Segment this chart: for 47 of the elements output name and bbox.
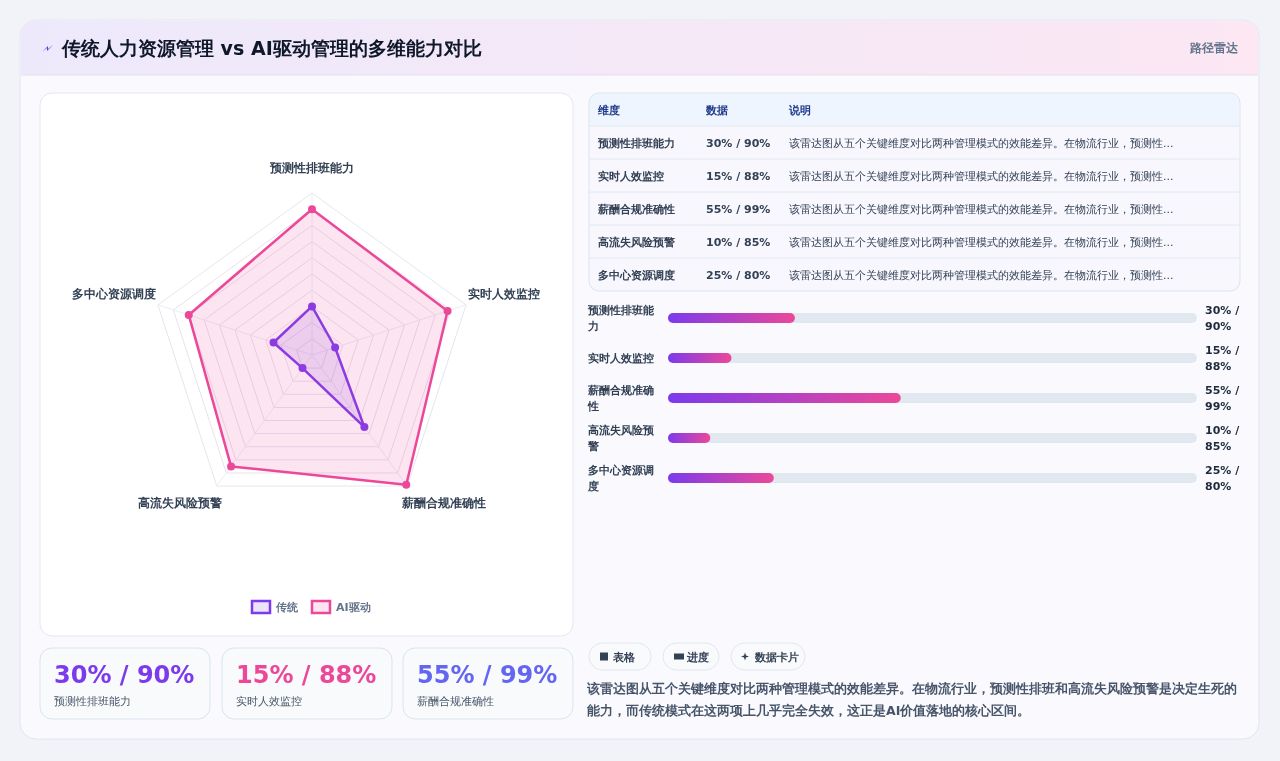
text: 25% / 80% bbox=[706, 269, 771, 282]
spoke-label: 薪酬合规准确性 bbox=[400, 496, 486, 511]
text: 55% / 99% bbox=[706, 203, 771, 216]
text: 实时人效监控 bbox=[236, 695, 302, 708]
text: 进度 bbox=[686, 651, 709, 664]
data-label: 55% / 99% bbox=[1205, 384, 1241, 413]
text: 维度 bbox=[597, 104, 620, 117]
legend-label: 传统 bbox=[275, 601, 299, 614]
text: 数据 bbox=[705, 104, 728, 117]
data-label: 30% / 90% bbox=[1205, 304, 1241, 333]
y-tick-label: 薪酬合规准确性 bbox=[587, 384, 654, 413]
data-label: 25% / 80% bbox=[1205, 464, 1241, 493]
spoke-label: 实时人效监控 bbox=[468, 287, 541, 302]
legend-label: AI驱动 bbox=[336, 601, 371, 614]
text: 表格 bbox=[612, 651, 636, 664]
text: 数据卡片 bbox=[754, 651, 799, 664]
y-tick-label: 实时人效监控 bbox=[588, 352, 654, 365]
text: 多中心资源调度 bbox=[598, 269, 675, 282]
spoke-label: 高流失风险预警 bbox=[138, 496, 223, 511]
data-label: 10% / 85% bbox=[1205, 424, 1241, 453]
data-label: 15% / 88% bbox=[1205, 344, 1241, 373]
text: 10% / 85% bbox=[706, 236, 771, 249]
text: 该雷达图从五个关键维度对比两种管理模式的效能差异。在物流行业，预测性... bbox=[789, 170, 1174, 183]
spoke-label: 预测性排班能力 bbox=[269, 160, 354, 175]
text: 该雷达图从五个关键维度对比两种管理模式的效能差异。在物流行业，预测性... bbox=[789, 269, 1174, 282]
text: 该雷达图从五个关键维度对比两种管理模式的效能差异。在物流行业，预测性... bbox=[789, 203, 1174, 216]
y-tick-label: 多中心资源调度 bbox=[587, 464, 654, 493]
text: 薪酬合规准确性 bbox=[417, 695, 494, 708]
text: 实时人效监控 bbox=[598, 170, 664, 183]
text: 路径雷达 bbox=[1189, 41, 1239, 55]
y-tick-label: 预测性排班能力 bbox=[587, 304, 655, 333]
spoke-label: 多中心资源调度 bbox=[71, 287, 156, 302]
text: 说明 bbox=[788, 104, 811, 117]
text: 55% / 99% bbox=[417, 661, 558, 689]
text: 薪酬合规准确性 bbox=[597, 203, 675, 216]
text: 30% / 90% bbox=[54, 661, 195, 689]
text: 该雷达图从五个关键维度对比两种管理模式的效能差异。在物流行业，预测性... bbox=[789, 236, 1174, 249]
text: 15% / 88% bbox=[236, 661, 377, 689]
text: 传统人力资源管理 vs AI驱动管理的多维能力对比 bbox=[61, 37, 482, 59]
text: 预测性排班能力 bbox=[54, 695, 131, 708]
text: 30% / 90% bbox=[706, 137, 771, 150]
text: 高流失风险预警 bbox=[598, 236, 675, 249]
text: 15% / 88% bbox=[706, 170, 771, 183]
text: 该雷达图从五个关键维度对比两种管理模式的效能差异。在物流行业，预测性... bbox=[789, 137, 1174, 150]
text: 预测性排班能力 bbox=[597, 137, 675, 150]
text: 该雷达图从五个关键维度对比两种管理模式的效能差异。在物流行业，预测性排班和高流失风险预警是决定生死的能力，而传统模式在这两项上几乎完全失效，这正是AI价值落地的核心区间。 bbox=[587, 680, 1238, 720]
y-tick-label: 高流失风险预警 bbox=[587, 424, 655, 453]
